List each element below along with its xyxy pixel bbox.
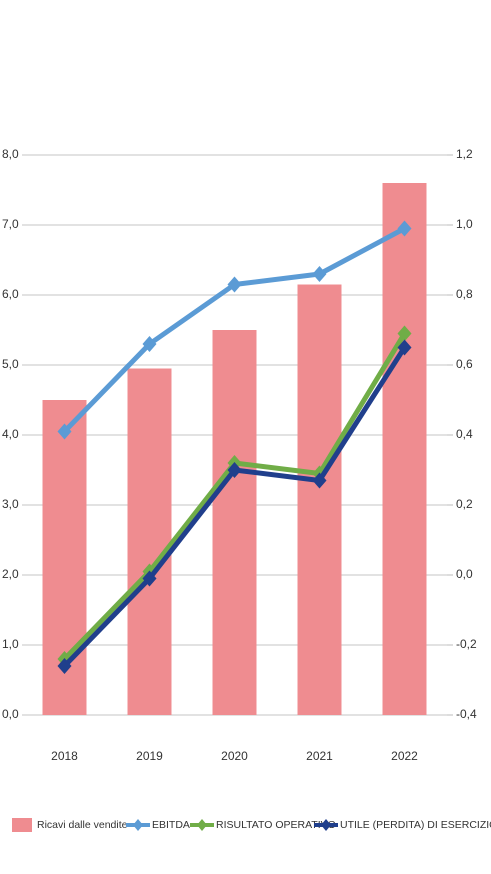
y-tick-label: 5,0 — [2, 357, 19, 371]
marker — [312, 266, 327, 282]
y-tick-label: 8,0 — [2, 147, 19, 161]
x-tick-label: 2021 — [306, 749, 333, 763]
bar — [212, 330, 257, 715]
legend-swatch — [197, 819, 207, 831]
y2-tick-label: -0,4 — [456, 707, 477, 721]
marker — [312, 472, 327, 489]
y2-tick-label: 1,2 — [456, 147, 473, 161]
x-tick-label: 2020 — [221, 749, 248, 763]
marker — [397, 220, 412, 237]
marker — [227, 276, 242, 293]
y-tick-label: 2,0 — [2, 567, 19, 581]
bar — [382, 183, 427, 715]
legend-label: RISULTATO OPERATIVO — [216, 819, 336, 831]
marker — [397, 339, 412, 356]
legend-swatch — [133, 819, 143, 831]
y-tick-label: 3,0 — [2, 497, 19, 511]
y2-tick-label: 0,8 — [456, 287, 473, 301]
y2-tick-label: 0,6 — [456, 357, 473, 371]
legend-label: UTILE (PERDITA) DI ESERCIZIO — [340, 819, 491, 831]
y-tick-label: 7,0 — [2, 217, 19, 231]
x-tick-label: 2022 — [391, 749, 418, 763]
y-tick-label: 6,0 — [2, 287, 19, 301]
marker — [142, 336, 157, 352]
y-tick-label: 1,0 — [2, 637, 19, 651]
y2-tick-label: 0,0 — [456, 567, 473, 581]
y2-tick-label: 0,4 — [456, 427, 473, 441]
marker — [397, 325, 412, 342]
marker — [57, 658, 72, 674]
y-tick-label: 0,0 — [2, 707, 19, 721]
x-tick-label: 2018 — [51, 749, 78, 763]
marker — [57, 423, 72, 440]
marker — [227, 462, 242, 478]
x-tick-label: 2019 — [136, 749, 163, 763]
bar — [127, 368, 172, 715]
bar — [297, 284, 342, 715]
y-tick-label: 4,0 — [2, 427, 19, 441]
legend-swatch — [12, 818, 32, 832]
legend-swatch — [321, 819, 331, 831]
y2-tick-label: 1,0 — [456, 217, 473, 231]
legend-label: Ricavi dalle vendite — [37, 819, 128, 831]
marker — [142, 570, 157, 587]
y2-tick-label: -0,2 — [456, 637, 477, 651]
legend-label: EBITDA — [152, 819, 190, 831]
y2-tick-label: 0,2 — [456, 497, 473, 511]
